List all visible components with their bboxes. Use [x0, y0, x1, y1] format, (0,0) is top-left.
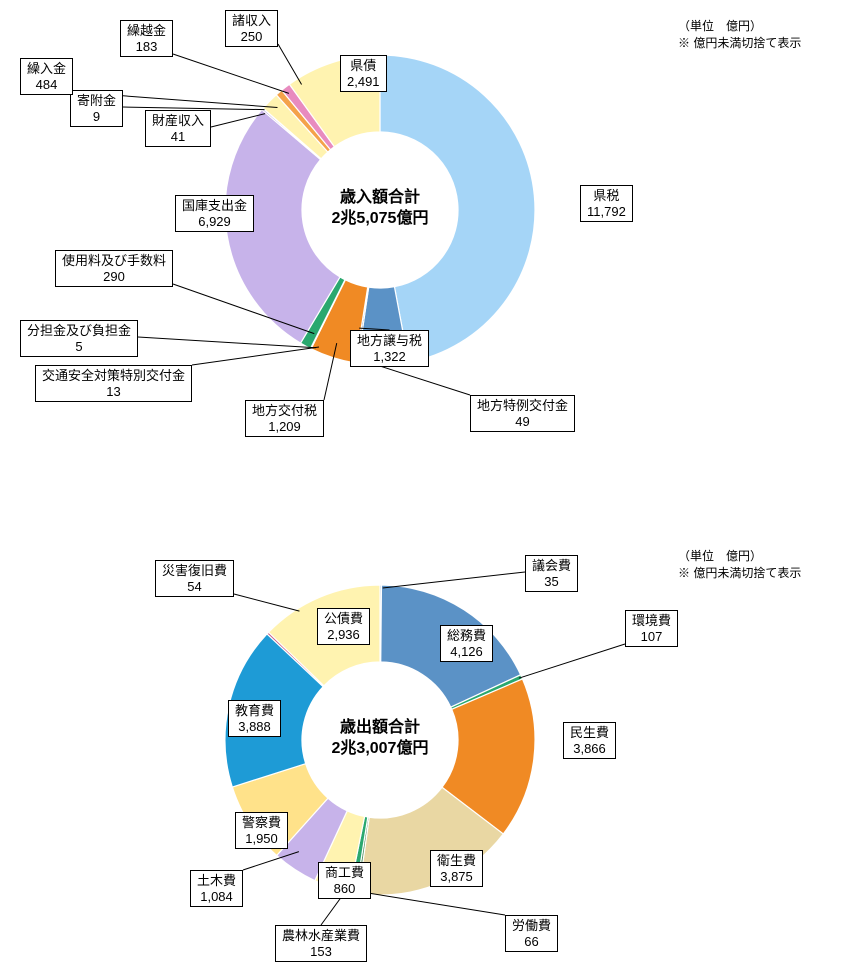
leader-buntan — [138, 337, 316, 348]
leader-saigai — [234, 594, 299, 611]
leader-shoshunyu — [278, 44, 302, 84]
leader-gikai — [383, 572, 525, 588]
revenue-unit-note: （単位 億円）※ 億円未満切捨て表示 — [678, 18, 801, 52]
leader-nourin — [321, 887, 349, 925]
unit-line1: （単位 億円） — [678, 548, 801, 565]
leader-roudou — [353, 891, 505, 915]
charts-svg — [0, 0, 858, 965]
leader-tokurei — [354, 358, 470, 395]
unit-line2: ※ 億円未満切捨て表示 — [678, 565, 801, 582]
leader-kifu — [123, 107, 265, 110]
slice-kenzei — [380, 55, 535, 362]
stage: { "page": { "width": 858, "height": 965,… — [0, 0, 858, 965]
unit-line2: ※ 億円未満切捨て表示 — [678, 35, 801, 52]
leader-kurinyuu — [73, 92, 277, 107]
expenditure-unit-note: （単位 億円）※ 億円未満切捨て表示 — [678, 548, 801, 582]
unit-line1: （単位 億円） — [678, 18, 801, 35]
leader-kankyou — [519, 644, 625, 678]
leader-koutsuu — [192, 347, 319, 365]
leader-kurikoshi — [173, 54, 289, 93]
